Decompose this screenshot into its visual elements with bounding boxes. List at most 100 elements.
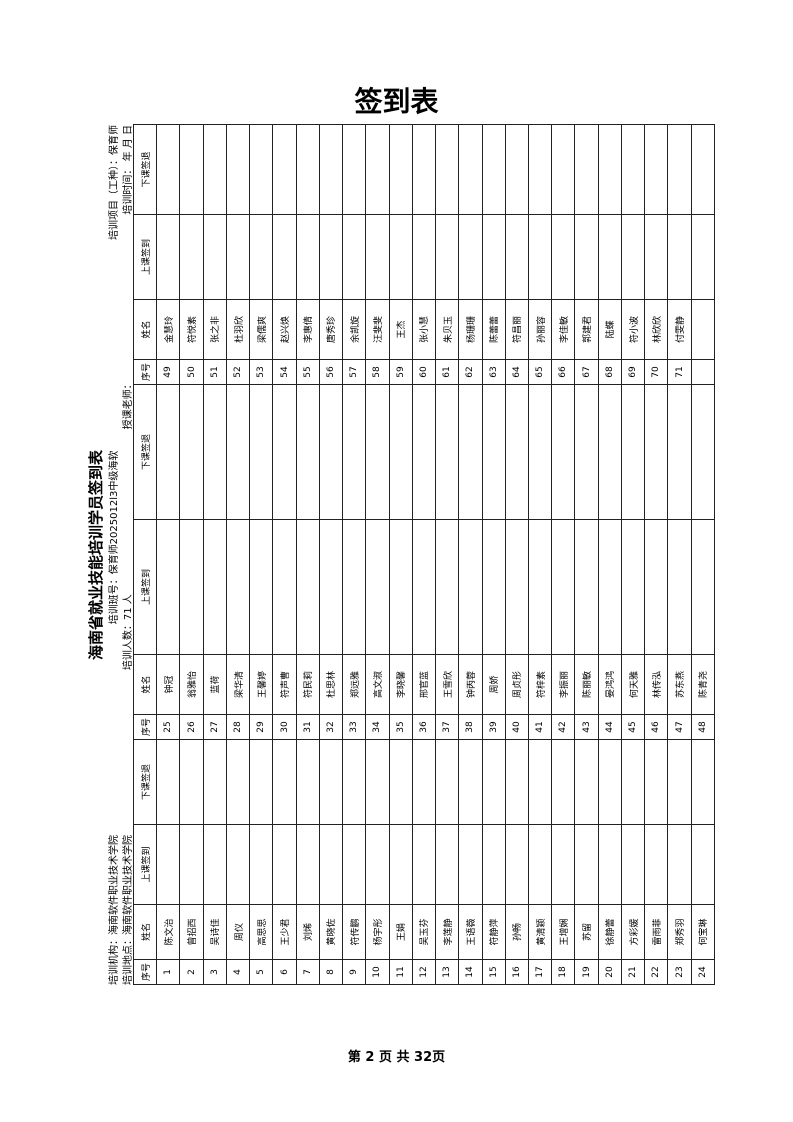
sign-out-cell bbox=[574, 739, 599, 825]
student-name: 翁雅怡 bbox=[179, 654, 204, 715]
sign-out-cell bbox=[528, 739, 552, 825]
sign-in-cell bbox=[365, 214, 390, 300]
sign-in-cell bbox=[342, 519, 366, 655]
sign-out-cell bbox=[249, 739, 273, 825]
student-name: 梁儒爽 bbox=[249, 299, 273, 360]
info-line: 培训地点：海南软件职业技术学院 培训人数：71 人 授课老师： 培训时间： 年 … bbox=[119, 125, 134, 985]
sign-out-cell bbox=[435, 384, 459, 520]
student-name: 王雪欣 bbox=[435, 654, 459, 715]
row-number: 59 bbox=[389, 359, 413, 385]
time: 培训时间： 年 月 日 bbox=[123, 125, 134, 215]
sign-in-cell bbox=[412, 214, 436, 300]
row-number: 47 bbox=[667, 714, 692, 740]
row-number: 6 bbox=[272, 959, 297, 985]
student-name: 李惠倩 bbox=[296, 299, 320, 360]
sign-in-cell bbox=[226, 824, 250, 905]
student-name: 陈青尧 bbox=[691, 654, 715, 715]
sign-in-cell bbox=[644, 214, 668, 300]
student-name: 晏鸿鸿 bbox=[598, 654, 622, 715]
row-number: 31 bbox=[296, 714, 320, 740]
table-row: 11 王娟 35 李晓馨 59 王杰 bbox=[389, 124, 413, 985]
sign-in-cell bbox=[644, 519, 668, 655]
row-number: 10 bbox=[365, 959, 390, 985]
page-footer: 第 2 页 共 32页 bbox=[347, 1050, 446, 1065]
row-number: 43 bbox=[574, 714, 599, 740]
student-name: 王增娴 bbox=[551, 904, 575, 960]
sign-in-cell bbox=[482, 824, 506, 905]
sign-in-cell bbox=[551, 214, 575, 300]
sign-in-cell bbox=[203, 519, 227, 655]
count: 培训人数：71 人 bbox=[123, 594, 134, 671]
sign-in-cell bbox=[435, 519, 459, 655]
sign-out-cell bbox=[551, 124, 575, 215]
sign-out-cell bbox=[574, 384, 599, 520]
student-name: 唐秀珍 bbox=[319, 299, 343, 360]
sign-in-cell bbox=[621, 824, 645, 905]
sign-out-cell bbox=[296, 739, 320, 825]
sign-in-cell bbox=[226, 519, 250, 655]
sign-out-cell bbox=[644, 124, 668, 215]
row-number: 55 bbox=[296, 359, 320, 385]
sign-in-cell bbox=[667, 824, 692, 905]
sign-out-cell bbox=[667, 384, 692, 520]
sign-out-cell bbox=[319, 739, 343, 825]
sign-in-cell bbox=[505, 519, 529, 655]
sign-in-cell bbox=[412, 519, 436, 655]
student-name: 汪斐斐 bbox=[365, 299, 390, 360]
student-name: 郭建君 bbox=[574, 299, 599, 360]
table-row: 10 杨宇彤 34 高文淑 58 汪斐斐 bbox=[365, 124, 390, 985]
table-row: 9 符传鹏 33 郑远雅 57 余凯旋 bbox=[342, 124, 366, 985]
sign-out-cell bbox=[621, 124, 645, 215]
sign-in-cell bbox=[342, 824, 366, 905]
sign-in-cell bbox=[691, 519, 715, 655]
row-number: 29 bbox=[249, 714, 273, 740]
sign-in-cell bbox=[272, 824, 297, 905]
table-row: 19 苏留 43 陈丽敏 67 郭建君 bbox=[574, 124, 599, 985]
column-header: 下课签退 bbox=[133, 124, 157, 215]
sign-out-cell bbox=[482, 739, 506, 825]
sign-out-cell bbox=[435, 739, 459, 825]
sign-in-cell bbox=[342, 214, 366, 300]
column-header: 上课签到 bbox=[133, 824, 157, 905]
sign-in-cell bbox=[528, 519, 552, 655]
empty-cell bbox=[691, 359, 715, 385]
table-row: 12 吴玉芬 36 邢官蓝 60 张小慧 bbox=[412, 124, 436, 985]
row-number: 25 bbox=[156, 714, 180, 740]
row-number: 36 bbox=[412, 714, 436, 740]
row-number: 63 bbox=[482, 359, 506, 385]
column-header: 下课签退 bbox=[133, 384, 157, 520]
sign-out-cell bbox=[505, 384, 529, 520]
student-name: 陈文治 bbox=[156, 904, 180, 960]
student-name: 符悦素 bbox=[179, 299, 204, 360]
row-number: 12 bbox=[412, 959, 436, 985]
sign-out-cell bbox=[272, 739, 297, 825]
student-name: 王馨婷 bbox=[249, 654, 273, 715]
student-name: 杜羽欣 bbox=[226, 299, 250, 360]
student-name: 吴玉芬 bbox=[412, 904, 436, 960]
sign-out-cell bbox=[691, 739, 715, 825]
table-row: 15 符静萍 39 周娇 63 陈蕾蕾 bbox=[482, 124, 506, 985]
row-number: 51 bbox=[203, 359, 227, 385]
sign-in-cell bbox=[272, 214, 297, 300]
row-number: 37 bbox=[435, 714, 459, 740]
student-name: 林欣欣 bbox=[644, 299, 668, 360]
sign-out-cell bbox=[412, 384, 436, 520]
sheet-title: 海南省就业技能培训学员签到表 bbox=[87, 450, 105, 661]
column-header: 上课签到 bbox=[133, 214, 157, 300]
sign-in-cell bbox=[249, 214, 273, 300]
sign-out-cell bbox=[249, 384, 273, 520]
sign-out-cell bbox=[342, 124, 366, 215]
student-name: 王杰 bbox=[389, 299, 413, 360]
sign-in-cell bbox=[435, 214, 459, 300]
column-header: 姓名 bbox=[133, 299, 157, 360]
sign-in-cell bbox=[482, 214, 506, 300]
row-number: 54 bbox=[272, 359, 297, 385]
sign-in-cell bbox=[528, 824, 552, 905]
student-name: 蓝荷 bbox=[203, 654, 227, 715]
sign-out-cell bbox=[226, 124, 250, 215]
row-number: 42 bbox=[551, 714, 575, 740]
student-name: 周仪 bbox=[226, 904, 250, 960]
row-number: 20 bbox=[598, 959, 622, 985]
row-number: 1 bbox=[156, 959, 180, 985]
class-no: 培训班号：保育师2025012l3中级海软 bbox=[109, 450, 120, 625]
